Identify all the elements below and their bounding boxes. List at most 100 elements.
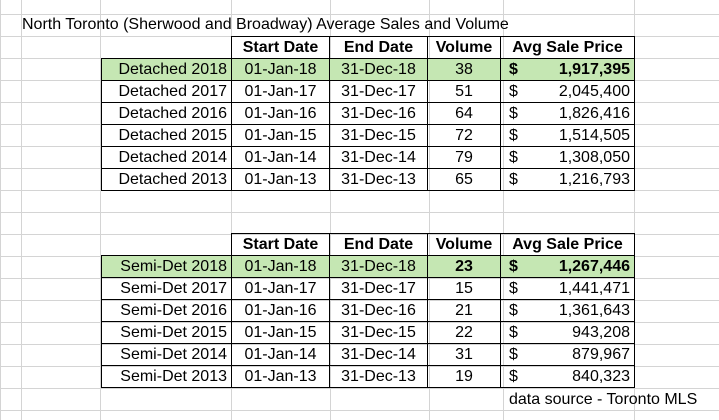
header-avg-sale-price[interactable]: Avg Sale Price — [500, 233, 635, 256]
table-row: Detached 2015 01-Jan-15 31-Dec-15 72 $1,514,… — [101, 124, 635, 147]
column-gridline — [503, 0, 504, 420]
start-date-cell[interactable]: 01-Jan-18 — [231, 58, 330, 81]
volume-cell[interactable]: 72 — [427, 124, 501, 147]
end-date-cell[interactable]: 31-Dec-18 — [329, 255, 428, 278]
column-gridline — [100, 0, 101, 420]
volume-cell[interactable]: 65 — [427, 168, 501, 191]
end-date-cell[interactable]: 31-Dec-15 — [329, 124, 428, 147]
header-end-date[interactable]: End Date — [329, 36, 428, 59]
row-label-cell[interactable]: Detached 2018 — [101, 58, 232, 81]
row-label-cell[interactable]: Detached 2014 — [101, 146, 232, 169]
volume-cell[interactable]: 31 — [427, 343, 501, 366]
avg-sale-price-cell[interactable]: $879,967 — [500, 343, 635, 366]
volume-cell[interactable]: 64 — [427, 102, 501, 125]
volume-cell[interactable]: 21 — [427, 299, 501, 322]
price-amount: 1,361,643 — [558, 302, 630, 319]
end-date-cell[interactable]: 31-Dec-17 — [329, 80, 428, 103]
table-row: Semi-Det 2016 01-Jan-16 31-Dec-16 21 $1,361,… — [101, 299, 635, 322]
table-row: Detached 2018 01-Jan-18 31-Dec-18 38 $1,917,… — [101, 58, 635, 81]
table-row: Semi-Det 2014 01-Jan-14 31-Dec-14 31 $879,96… — [101, 343, 635, 366]
price-amount: 943,208 — [572, 324, 630, 341]
table-row: Semi-Det 2017 01-Jan-17 31-Dec-17 15 $1,441,… — [101, 277, 635, 300]
table-row: Detached 2014 01-Jan-14 31-Dec-14 79 $1,308,… — [101, 146, 635, 169]
row-label-cell[interactable]: Semi-Det 2014 — [101, 343, 232, 366]
start-date-cell[interactable]: 01-Jan-16 — [231, 299, 330, 322]
currency-symbol: $ — [509, 127, 518, 144]
row-label-cell[interactable]: Semi-Det 2013 — [101, 365, 232, 388]
detached-table: Start Date End Date Volume Avg Sale Pric… — [101, 36, 635, 191]
row-label-cell[interactable]: Semi-Det 2017 — [101, 277, 232, 300]
volume-cell[interactable]: 38 — [427, 58, 501, 81]
currency-symbol: $ — [509, 346, 518, 363]
data-source-note[interactable]: data source - Toronto MLS — [509, 391, 698, 408]
start-date-cell[interactable]: 01-Jan-17 — [231, 277, 330, 300]
sheet-title[interactable]: North Toronto (Sherwood and Broadway) Av… — [22, 16, 509, 33]
header-start-date[interactable]: Start Date — [231, 36, 330, 59]
avg-sale-price-cell[interactable]: $1,441,471 — [500, 277, 635, 300]
currency-symbol: $ — [509, 171, 518, 188]
currency-symbol: $ — [509, 83, 518, 100]
start-date-cell[interactable]: 01-Jan-15 — [231, 124, 330, 147]
header-start-date[interactable]: Start Date — [231, 233, 330, 256]
end-date-cell[interactable]: 31-Dec-16 — [329, 299, 428, 322]
table-header-row: Start Date End Date Volume Avg Sale Pric… — [101, 233, 635, 256]
header-volume[interactable]: Volume — [427, 36, 501, 59]
volume-cell[interactable]: 79 — [427, 146, 501, 169]
volume-cell[interactable]: 19 — [427, 365, 501, 388]
avg-sale-price-cell[interactable]: $1,826,416 — [500, 102, 635, 125]
row-label-cell[interactable]: Detached 2015 — [101, 124, 232, 147]
price-amount: 1,917,395 — [558, 61, 630, 78]
volume-cell[interactable]: 51 — [427, 80, 501, 103]
avg-sale-price-cell[interactable]: $943,208 — [500, 321, 635, 344]
volume-cell[interactable]: 23 — [427, 255, 501, 278]
avg-sale-price-cell[interactable]: $1,267,446 — [500, 255, 635, 278]
header-avg-sale-price[interactable]: Avg Sale Price — [500, 36, 635, 59]
end-date-cell[interactable]: 31-Dec-17 — [329, 277, 428, 300]
end-date-cell[interactable]: 31-Dec-14 — [329, 343, 428, 366]
currency-symbol: $ — [509, 324, 518, 341]
table-row: Semi-Det 2013 01-Jan-13 31-Dec-13 19 $840,32… — [101, 365, 635, 388]
start-date-cell[interactable]: 01-Jan-14 — [231, 343, 330, 366]
volume-cell[interactable]: 22 — [427, 321, 501, 344]
volume-cell[interactable]: 15 — [427, 277, 501, 300]
price-amount: 1,267,446 — [558, 258, 630, 275]
price-amount: 840,323 — [572, 368, 630, 385]
currency-symbol: $ — [509, 149, 518, 166]
end-date-cell[interactable]: 31-Dec-13 — [329, 168, 428, 191]
avg-sale-price-cell[interactable]: $1,361,643 — [500, 299, 635, 322]
start-date-cell[interactable]: 01-Jan-16 — [231, 102, 330, 125]
end-date-cell[interactable]: 31-Dec-18 — [329, 58, 428, 81]
start-date-cell[interactable]: 01-Jan-14 — [231, 146, 330, 169]
row-label-cell[interactable]: Detached 2017 — [101, 80, 232, 103]
header-blank-cell[interactable] — [101, 233, 232, 256]
start-date-cell[interactable]: 01-Jan-13 — [231, 365, 330, 388]
price-amount: 2,045,400 — [558, 83, 630, 100]
avg-sale-price-cell[interactable]: $1,216,793 — [500, 168, 635, 191]
end-date-cell[interactable]: 31-Dec-13 — [329, 365, 428, 388]
table-header-row: Start Date End Date Volume Avg Sale Pric… — [101, 36, 635, 59]
start-date-cell[interactable]: 01-Jan-18 — [231, 255, 330, 278]
avg-sale-price-cell[interactable]: $1,917,395 — [500, 58, 635, 81]
price-amount: 1,441,471 — [558, 280, 630, 297]
row-label-cell[interactable]: Detached 2016 — [101, 102, 232, 125]
avg-sale-price-cell[interactable]: $840,323 — [500, 365, 635, 388]
header-blank-cell[interactable] — [101, 36, 232, 59]
price-amount: 1,216,793 — [558, 171, 630, 188]
avg-sale-price-cell[interactable]: $1,308,050 — [500, 146, 635, 169]
column-gridline — [21, 0, 22, 420]
header-end-date[interactable]: End Date — [329, 233, 428, 256]
row-label-cell[interactable]: Detached 2013 — [101, 168, 232, 191]
start-date-cell[interactable]: 01-Jan-15 — [231, 321, 330, 344]
end-date-cell[interactable]: 31-Dec-16 — [329, 102, 428, 125]
row-label-cell[interactable]: Semi-Det 2016 — [101, 299, 232, 322]
column-gridline — [429, 0, 430, 420]
start-date-cell[interactable]: 01-Jan-13 — [231, 168, 330, 191]
header-volume[interactable]: Volume — [427, 233, 501, 256]
end-date-cell[interactable]: 31-Dec-14 — [329, 146, 428, 169]
row-label-cell[interactable]: Semi-Det 2015 — [101, 321, 232, 344]
row-label-cell[interactable]: Semi-Det 2018 — [101, 255, 232, 278]
avg-sale-price-cell[interactable]: $2,045,400 — [500, 80, 635, 103]
start-date-cell[interactable]: 01-Jan-17 — [231, 80, 330, 103]
end-date-cell[interactable]: 31-Dec-15 — [329, 321, 428, 344]
avg-sale-price-cell[interactable]: $1,514,505 — [500, 124, 635, 147]
